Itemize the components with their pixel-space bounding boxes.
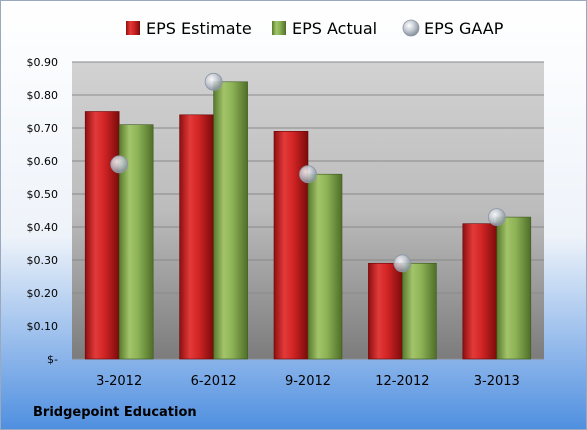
bar-eps-estimate: [179, 114, 214, 360]
marker-eps-gaap: [110, 155, 129, 174]
y-tick-label: $0.80: [27, 89, 59, 102]
marker-eps-gaap: [393, 254, 412, 273]
bar-eps-actual: [402, 262, 437, 360]
legend: EPS Estimate EPS Actual EPS GAAP: [126, 19, 504, 38]
bar-eps-actual: [307, 173, 343, 360]
bar-eps-estimate: [368, 262, 403, 360]
bar-eps-actual: [213, 81, 248, 360]
bar-eps-estimate: [273, 131, 309, 360]
y-tick-label: $0.10: [27, 320, 59, 333]
y-tick-label: $-: [47, 353, 58, 366]
marker-eps-gaap: [299, 165, 317, 184]
gaap-markers: [110, 72, 506, 273]
company-name: Bridgepoint Education: [33, 405, 197, 420]
y-axis-tick-labels: $0.90 $0.80 $0.70 $0.60 $0.50 $0.40 $0.30 $0.20…: [27, 56, 59, 366]
legend-label: EPS Actual: [292, 19, 377, 38]
bar-eps-estimate: [462, 223, 498, 360]
y-tick-label: $0.50: [27, 188, 59, 201]
x-axis-category-labels: 3-2012 6-2012 9-2012 12-2012 3-2013: [96, 374, 520, 389]
y-tick-label: $0.90: [27, 56, 59, 69]
y-tick-label: $0.70: [27, 122, 59, 135]
legend-swatch: [272, 21, 286, 35]
x-category-label: 3-2012: [96, 374, 142, 389]
bars: [84, 81, 532, 360]
marker-eps-gaap: [487, 208, 506, 227]
y-tick-label: $0.20: [27, 287, 59, 300]
x-category-label: 12-2012: [375, 374, 429, 389]
y-tick-label: $0.60: [27, 155, 59, 168]
legend-label: EPS Estimate: [146, 19, 252, 38]
bar-eps-actual: [496, 216, 532, 360]
legend-swatch: [126, 21, 140, 35]
y-tick-label: $0.30: [27, 254, 59, 267]
x-category-label: 6-2012: [191, 374, 237, 389]
marker-eps-gaap: [204, 72, 223, 91]
x-category-label: 9-2012: [285, 374, 331, 389]
bar-eps-estimate: [84, 111, 120, 360]
x-category-label: 3-2013: [474, 374, 520, 389]
legend-label: EPS GAAP: [424, 19, 504, 38]
y-tick-label: $0.40: [27, 221, 59, 234]
legend-swatch: [402, 19, 420, 37]
